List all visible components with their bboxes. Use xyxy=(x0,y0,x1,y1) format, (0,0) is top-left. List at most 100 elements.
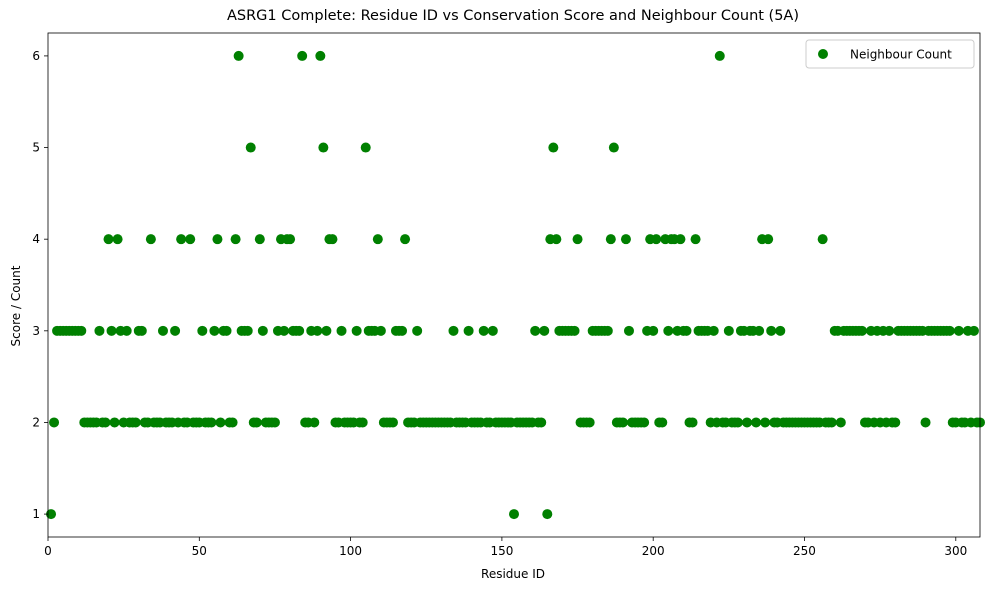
data-point xyxy=(617,417,628,428)
data-point xyxy=(884,325,895,336)
data-point xyxy=(130,417,141,428)
data-point xyxy=(212,234,223,245)
data-point xyxy=(742,417,752,428)
data-point xyxy=(856,325,867,336)
data-point xyxy=(754,325,765,336)
data-point xyxy=(826,417,837,428)
data-point xyxy=(109,417,120,428)
data-point xyxy=(663,325,674,336)
data-point xyxy=(336,325,347,336)
data-point xyxy=(817,234,828,245)
data-point xyxy=(230,234,241,245)
data-point xyxy=(687,417,698,428)
data-point xyxy=(49,417,60,428)
data-point xyxy=(968,325,979,336)
data-point xyxy=(548,142,559,153)
legend-label: Neighbour Count xyxy=(850,48,952,62)
data-point xyxy=(197,325,208,336)
data-point xyxy=(315,50,326,61)
data-point xyxy=(775,325,786,336)
data-point xyxy=(463,325,474,336)
data-point xyxy=(233,50,244,61)
data-points xyxy=(46,50,985,520)
data-point xyxy=(732,417,743,428)
data-point xyxy=(675,234,686,245)
data-point xyxy=(121,325,132,336)
data-point xyxy=(242,325,253,336)
data-point xyxy=(112,234,123,245)
y-tick-label: 2 xyxy=(32,415,40,429)
data-point xyxy=(623,325,634,336)
data-point xyxy=(106,325,117,336)
data-point xyxy=(94,325,105,336)
data-point xyxy=(309,417,320,428)
y-tick-label: 5 xyxy=(32,141,40,155)
data-point xyxy=(648,325,659,336)
data-point xyxy=(375,325,386,336)
chart-title: ASRG1 Complete: Residue ID vs Conservati… xyxy=(227,8,799,24)
data-point xyxy=(835,417,846,428)
x-tick-label: 300 xyxy=(944,544,967,558)
data-point xyxy=(185,234,196,245)
legend-marker xyxy=(818,49,828,59)
data-point xyxy=(542,509,553,520)
y-tick-label: 4 xyxy=(32,232,40,246)
data-point xyxy=(509,509,519,520)
data-point xyxy=(657,417,668,428)
x-tick-label: 100 xyxy=(339,544,362,558)
data-point xyxy=(318,142,329,153)
data-point xyxy=(400,234,411,245)
data-point xyxy=(890,417,901,428)
data-point xyxy=(920,417,931,428)
data-point xyxy=(279,325,290,336)
data-point xyxy=(360,142,371,153)
data-point xyxy=(245,142,256,153)
data-point xyxy=(327,234,338,245)
data-point xyxy=(760,417,771,428)
data-point xyxy=(100,417,111,428)
data-point xyxy=(297,50,308,61)
x-tick-label: 200 xyxy=(642,544,665,558)
data-point xyxy=(681,325,692,336)
data-point xyxy=(766,325,777,336)
data-point xyxy=(269,417,280,428)
data-point xyxy=(254,234,265,245)
data-point xyxy=(285,234,296,245)
data-point xyxy=(478,325,489,336)
y-axis-ticks: 1 2 3 4 5 6 xyxy=(32,49,48,521)
x-tick-label: 150 xyxy=(490,544,513,558)
data-point xyxy=(397,325,408,336)
data-point xyxy=(608,142,619,153)
data-point xyxy=(448,325,459,336)
data-point xyxy=(714,50,725,61)
data-point xyxy=(487,325,498,336)
data-point xyxy=(569,325,580,336)
data-point xyxy=(251,417,262,428)
data-point xyxy=(551,234,562,245)
data-point xyxy=(257,325,268,336)
data-point xyxy=(312,325,323,336)
data-point xyxy=(76,325,87,336)
data-point xyxy=(294,325,305,336)
y-tick-label: 6 xyxy=(32,49,40,63)
data-point xyxy=(221,325,232,336)
data-point xyxy=(751,417,762,428)
data-point xyxy=(46,509,57,520)
data-point xyxy=(536,417,547,428)
data-point xyxy=(690,234,701,245)
data-point xyxy=(351,325,362,336)
data-point xyxy=(103,234,114,245)
data-point xyxy=(605,234,616,245)
data-point xyxy=(387,417,398,428)
data-point xyxy=(206,417,217,428)
data-point xyxy=(357,417,368,428)
data-point xyxy=(215,417,226,428)
data-point xyxy=(372,234,383,245)
x-tick-label: 50 xyxy=(192,544,207,558)
data-point xyxy=(530,325,541,336)
data-point xyxy=(584,417,595,428)
data-point xyxy=(723,325,734,336)
y-tick-label: 3 xyxy=(32,324,40,338)
data-point xyxy=(651,234,662,245)
